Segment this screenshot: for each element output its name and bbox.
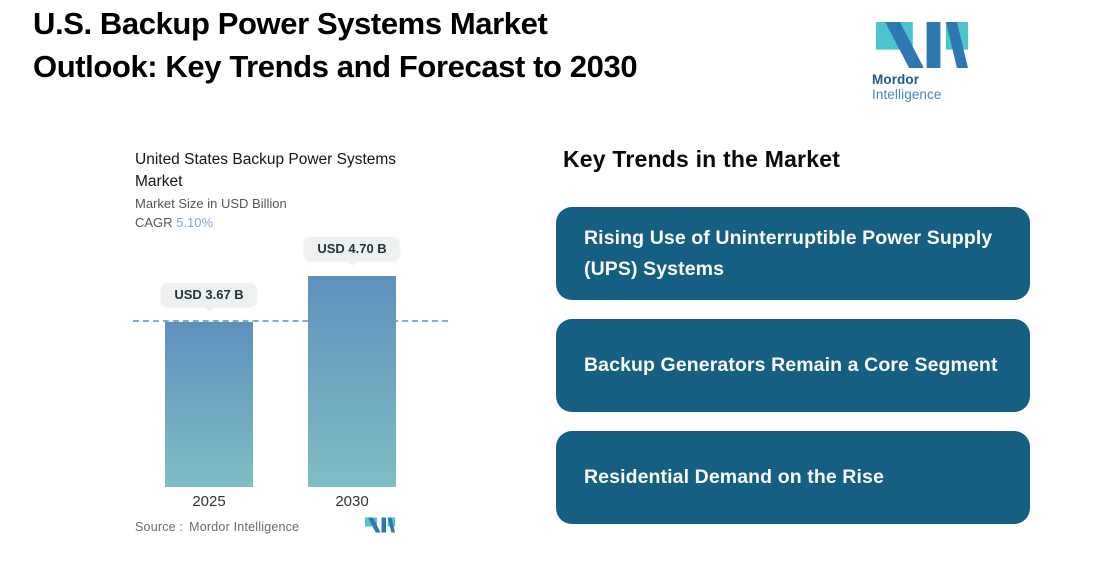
- trend-label: Residential Demand on the Rise: [584, 466, 884, 489]
- chart-title: United States Backup Power Systems Marke…: [135, 151, 397, 190]
- brand-name-light: Intelligence: [872, 87, 942, 102]
- reference-dashed-line: [133, 320, 448, 322]
- trends-heading: Key Trends in the Market: [563, 146, 841, 172]
- trend-box-1: Rising Use of Uninterruptible Power Supp…: [556, 207, 1030, 300]
- chart-source: Source : Mordor Intelligence: [135, 520, 299, 534]
- trend-label: Rising Use of Uninterruptible Power Supp…: [584, 227, 993, 280]
- bar-value-label: USD 4.70 B: [304, 237, 400, 266]
- page-title: U.S. Backup Power Systems Market Outlook:…: [33, 2, 638, 88]
- trends-list: Rising Use of Uninterruptible Power Supp…: [556, 207, 1030, 524]
- mordor-logo: Mordor Intelligence: [872, 22, 982, 102]
- bar-chart: USD 3.67 B 2025 USD 4.70 B 2030: [133, 237, 448, 510]
- page-title-line2: Outlook: Key Trends and Forecast to 2030: [33, 49, 638, 84]
- mordor-m-icon-small: [365, 517, 395, 538]
- trend-box-2: Backup Generators Remain a Core Segment: [556, 319, 1030, 412]
- bar-2030: [308, 276, 396, 487]
- brand-name-bold: Mordor: [872, 72, 920, 87]
- bar-value-label: USD 3.67 B: [161, 283, 257, 312]
- bar-2025: [165, 322, 253, 487]
- cagr-value: 5.10%: [176, 215, 214, 230]
- x-axis-tick: 2030: [335, 493, 369, 510]
- cagr-label: CAGR: [135, 215, 173, 230]
- trend-box-3: Residential Demand on the Rise: [556, 431, 1030, 524]
- source-value: Mordor Intelligence: [189, 520, 300, 534]
- trend-label: Backup Generators Remain a Core Segment: [584, 354, 998, 377]
- brand-wordmark: Mordor Intelligence: [872, 72, 982, 102]
- source-label: Source :: [135, 520, 184, 534]
- x-axis-tick: 2025: [192, 493, 226, 510]
- page-title-line1: U.S. Backup Power Systems Market: [33, 6, 548, 41]
- chart-cagr: CAGR 5.10%: [135, 215, 213, 230]
- chart-subtitle: Market Size in USD Billion: [135, 196, 287, 211]
- mordor-m-icon: [876, 22, 968, 68]
